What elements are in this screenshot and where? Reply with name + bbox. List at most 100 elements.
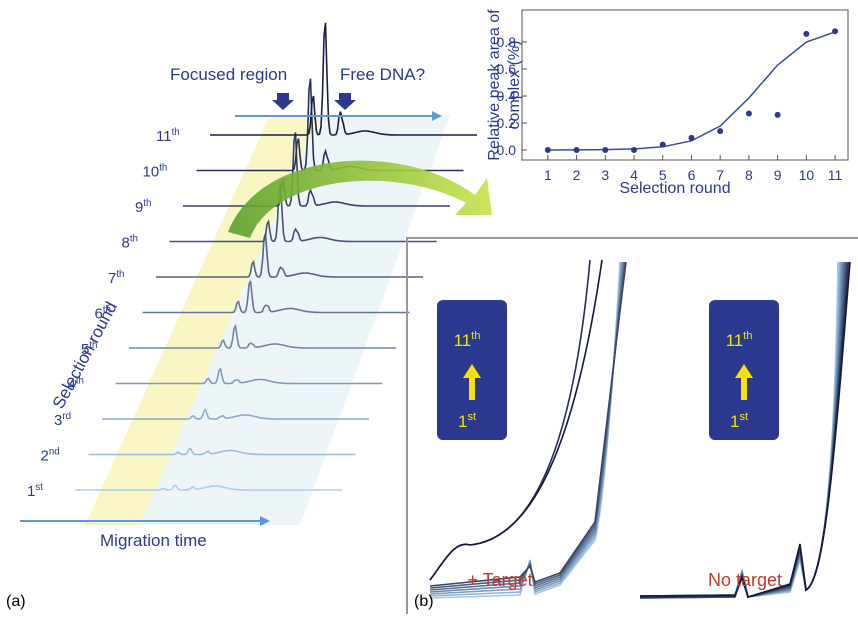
- trace: [210, 22, 477, 136]
- ordinal-suffix: th: [103, 305, 111, 316]
- round-axis-label: Selection round: [49, 299, 121, 412]
- data-point: [659, 141, 666, 148]
- ordinal-number: 11: [454, 331, 472, 350]
- trace: [88, 447, 356, 456]
- ordinal-label: 1st: [458, 411, 476, 431]
- scatter-chart: 0.0 0.2 0.4 0.6 0.8 1 2 3 4 5 6 7 8 9 10 11 Selection ro…: [486, 9, 849, 197]
- data-point: [602, 147, 609, 154]
- x-tick-label: 5: [659, 167, 667, 183]
- trace: [115, 367, 383, 385]
- data-point: [688, 134, 695, 141]
- ordinal-number: 6: [95, 306, 103, 323]
- x-axis-label: Selection round: [619, 180, 730, 197]
- x-tick-label: 2: [573, 167, 581, 183]
- ordinal-suffix: st: [467, 411, 476, 423]
- ordinal-label: 11th: [454, 330, 481, 350]
- ordinal-number: 4: [68, 377, 76, 394]
- plot-frame: [521, 9, 849, 161]
- ordinal-suffix: th: [89, 340, 97, 351]
- trace: [183, 132, 450, 207]
- data-point: [631, 147, 638, 154]
- panel-label: (a): [6, 593, 26, 610]
- ordinal-number: 1: [27, 483, 35, 500]
- ordinal-number: 11: [156, 128, 172, 145]
- free-dna-label: Free DNA?: [340, 65, 425, 84]
- x-tick-label: 4: [630, 167, 638, 183]
- ordinal-label: 11th: [156, 127, 180, 145]
- x-tick-label: 7: [716, 167, 724, 183]
- y-tick-label: 0.0: [497, 142, 517, 158]
- ordinal-label: 10th: [143, 163, 168, 181]
- ordinal-suffix: th: [159, 163, 167, 174]
- ordinal-label: 2nd: [41, 447, 60, 465]
- ordinal-number: 1: [458, 412, 467, 431]
- y-axis-label: Relative peak area of: [486, 9, 503, 161]
- data-point: [803, 30, 810, 37]
- x-tick-label: 9: [774, 167, 782, 183]
- up-arrow: [463, 364, 481, 400]
- ordinal-suffix: th: [743, 330, 752, 342]
- ordinal-label: 5th: [81, 340, 97, 358]
- y-tick-label: 0.8: [497, 34, 517, 50]
- green-arrow: [228, 160, 492, 238]
- ordinal-label: 1st: [27, 482, 43, 500]
- ordinal-suffix: rd: [62, 411, 71, 422]
- ordinal-suffix: th: [130, 234, 138, 245]
- y-tick-label: 0.4: [497, 88, 517, 104]
- ordinal-number: 3: [54, 412, 62, 429]
- arrowhead: [432, 111, 442, 121]
- x-tick-label: 10: [799, 167, 815, 183]
- target-label: + Target: [467, 570, 532, 590]
- trace: [75, 484, 342, 491]
- trace: [129, 323, 396, 349]
- x-tick-label: 1: [544, 167, 552, 183]
- ordinal-number: 2: [41, 448, 49, 465]
- data-point: [544, 147, 551, 154]
- ordinal-number: 5: [81, 341, 89, 358]
- ordinal-suffix: nd: [49, 447, 60, 458]
- ordinal-label: 7th: [108, 269, 124, 287]
- ordinal-number: 10: [143, 164, 160, 181]
- ordinal-suffix: th: [76, 376, 84, 387]
- panel-border: [406, 237, 858, 614]
- arrowhead: [260, 516, 270, 526]
- trace: [102, 408, 369, 420]
- x-tick-label: 11: [828, 167, 843, 183]
- trace: [169, 183, 437, 243]
- data-point: [717, 128, 724, 135]
- ordinal-suffix: th: [471, 330, 480, 342]
- y-axis-label: complex (%): [506, 41, 523, 130]
- trace: [639, 261, 851, 598]
- down-arrow: [272, 93, 294, 110]
- ordinal-suffix: th: [172, 127, 180, 138]
- ordinal-number: 1: [730, 412, 739, 431]
- data-point: [745, 110, 752, 117]
- no-target-label: No target: [708, 570, 782, 590]
- trace: [429, 261, 627, 587]
- down-arrow: [334, 93, 356, 110]
- trace: [429, 259, 603, 581]
- fit-line: [547, 31, 836, 151]
- x-tick-label: 8: [745, 167, 753, 183]
- up-arrow: [735, 364, 753, 400]
- x-tick-label: 3: [601, 167, 609, 183]
- ordinal-label: 6th: [95, 305, 111, 323]
- ordinal-number: 8: [122, 235, 130, 252]
- ordinal-number: 11: [726, 331, 744, 350]
- ordinal-label: 8th: [122, 234, 138, 252]
- y-tick-label: 0.2: [497, 115, 517, 131]
- ordinal-label: 11th: [726, 330, 753, 350]
- trace: [142, 280, 410, 314]
- ordinal-number: 9: [135, 199, 143, 216]
- data-point: [573, 147, 580, 154]
- ordinal-label: 3rd: [54, 411, 71, 429]
- ordinal-suffix: st: [739, 411, 748, 423]
- ordinal-label: 9th: [135, 198, 151, 216]
- data-point: [774, 111, 781, 118]
- trace-background: [140, 115, 450, 525]
- ordinal-suffix: th: [116, 269, 124, 280]
- data-point: [832, 28, 839, 35]
- focused-label: Focused region: [170, 65, 287, 84]
